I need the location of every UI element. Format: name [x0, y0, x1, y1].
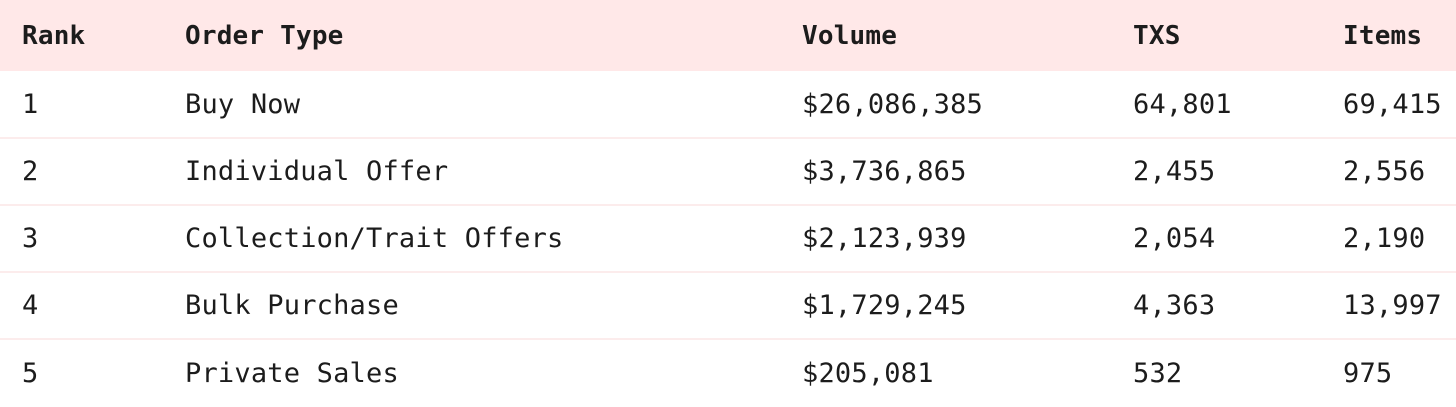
rank-cell: 1 — [22, 88, 39, 120]
txs-cell: 2,455 — [1133, 156, 1216, 187]
table-row: 2 Individual Offer $3,736,865 2,455 2,55… — [0, 139, 1456, 206]
items-cell: 13,997 — [1343, 290, 1442, 321]
header-rank[interactable]: Rank — [22, 20, 86, 51]
txs-cell: 64,801 — [1133, 88, 1232, 120]
volume-cell: $1,729,245 — [802, 290, 967, 321]
header-order-type[interactable]: Order Type — [185, 20, 344, 51]
table-row: 1 Buy Now $26,086,385 64,801 69,415 — [0, 71, 1456, 139]
txs-cell: 4,363 — [1133, 290, 1216, 321]
items-cell: 2,556 — [1343, 156, 1426, 187]
header-txs[interactable]: TXS — [1133, 20, 1181, 51]
order-type-cell: Bulk Purchase — [185, 290, 399, 321]
table-header-row: Rank Order Type Volume TXS Items — [0, 0, 1456, 71]
txs-cell: 532 — [1133, 357, 1183, 389]
items-cell: 975 — [1343, 357, 1393, 389]
table-row: 3 Collection/Trait Offers $2,123,939 2,0… — [0, 206, 1456, 273]
table-row: 5 Private Sales $205,081 532 975 — [0, 340, 1456, 406]
volume-cell: $3,736,865 — [802, 156, 967, 187]
txs-cell: 2,054 — [1133, 223, 1216, 254]
rank-cell: 3 — [22, 223, 39, 254]
rank-cell: 5 — [22, 357, 39, 389]
order-type-cell: Buy Now — [185, 88, 301, 120]
header-items[interactable]: Items — [1343, 20, 1423, 51]
rank-cell: 2 — [22, 156, 39, 187]
order-type-cell: Individual Offer — [185, 156, 449, 187]
order-type-cell: Private Sales — [185, 357, 399, 389]
rank-cell: 4 — [22, 290, 39, 321]
volume-cell: $2,123,939 — [802, 223, 967, 254]
volume-cell: $205,081 — [802, 357, 934, 389]
items-cell: 2,190 — [1343, 223, 1426, 254]
table-row: 4 Bulk Purchase $1,729,245 4,363 13,997 — [0, 273, 1456, 340]
header-volume[interactable]: Volume — [802, 20, 898, 51]
volume-cell: $26,086,385 — [802, 88, 984, 120]
order-type-cell: Collection/Trait Offers — [185, 223, 564, 254]
items-cell: 69,415 — [1343, 88, 1442, 120]
